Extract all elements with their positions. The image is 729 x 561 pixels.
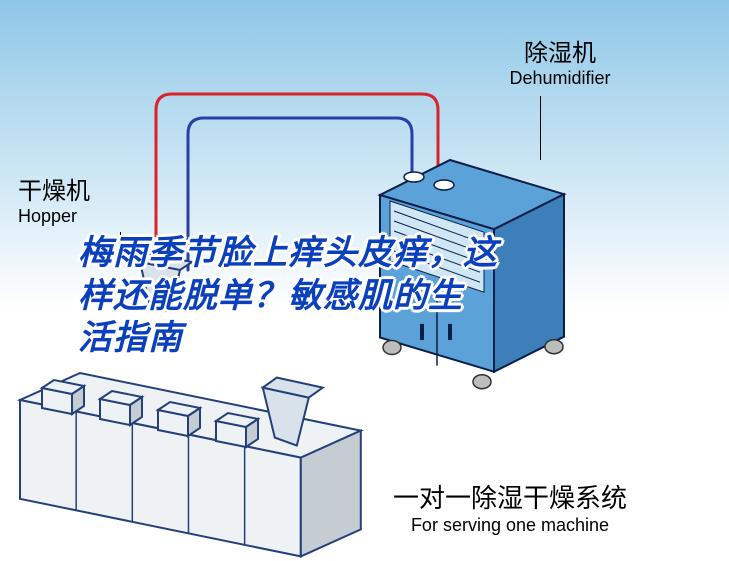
overlay-line-1: 梅雨季节脸上痒头皮痒，这 xyxy=(78,232,668,275)
overlay-headline: 梅雨季节脸上痒头皮痒，这 样还能脱单？敏感肌的生 活指南 xyxy=(78,232,668,360)
overlay-line-2: 样还能脱单？敏感肌的生 xyxy=(78,275,668,318)
overlay-line-3: 活指南 xyxy=(78,317,668,360)
diagram-canvas: 除湿机 Dehumidifier 干燥机 Hopper 一对一除湿干燥系统 Fo… xyxy=(0,0,729,561)
